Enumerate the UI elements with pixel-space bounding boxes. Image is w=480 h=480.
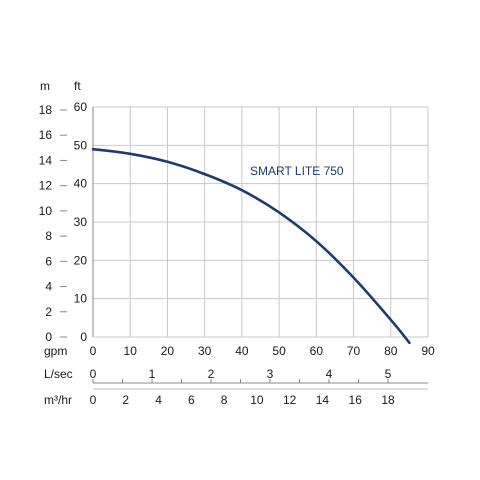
series-group — [91, 147, 411, 345]
ft-tick-label: 60 — [74, 100, 88, 114]
ft-unit-label: ft — [74, 79, 81, 93]
lsec-tick-label: 2 — [208, 367, 215, 381]
gpm-tick-label: 20 — [161, 344, 175, 358]
m-tick-label: 4 — [45, 280, 52, 294]
lsec-tick-label: 4 — [326, 367, 333, 381]
m3hr-tick-label: 12 — [283, 393, 297, 407]
m-tick-label: 18 — [39, 103, 53, 117]
ft-tick-label: 20 — [74, 253, 88, 267]
series-label: SMART LITE 750 — [250, 164, 344, 178]
series-line-smart-lite-750 — [91, 147, 411, 345]
ft-tick-label: 10 — [74, 292, 88, 306]
gpm-tick-label: 30 — [198, 344, 212, 358]
lsec-tick-label: 1 — [149, 367, 156, 381]
gpm-tick-label: 80 — [384, 344, 398, 358]
gpm-unit-label: gpm — [44, 344, 67, 358]
m-tick-label: 10 — [39, 204, 53, 218]
lsec-unit-label: L/sec — [44, 367, 73, 381]
gpm-tick-label: 60 — [310, 344, 324, 358]
m-tick-label: 6 — [45, 254, 52, 268]
ft-tick-label: 30 — [74, 215, 88, 229]
m-unit-label: m — [40, 79, 50, 93]
m3hr-tick-label: 18 — [381, 393, 395, 407]
m3hr-tick-label: 16 — [349, 393, 363, 407]
m-tick-label: 14 — [39, 153, 53, 167]
m3hr-tick-label: 10 — [250, 393, 264, 407]
lsec-tick-label: 3 — [267, 367, 274, 381]
gpm-tick-label: 0 — [90, 344, 97, 358]
gpm-tick-label: 50 — [272, 344, 286, 358]
m3hr-tick-label: 2 — [122, 393, 129, 407]
m3hr-tick-label: 14 — [316, 393, 330, 407]
m3hr-unit-label: m³/hr — [44, 393, 72, 407]
m-tick-label: 2 — [45, 305, 52, 319]
m-tick-label: 8 — [45, 229, 52, 243]
m-tick-label: 12 — [39, 179, 53, 193]
grid-lines — [92, 106, 429, 338]
ft-tick-label: 0 — [80, 330, 87, 344]
gpm-tick-label: 70 — [347, 344, 361, 358]
m3hr-tick-label: 6 — [188, 393, 195, 407]
gpm-tick-label: 40 — [235, 344, 249, 358]
ft-tick-label: 50 — [74, 138, 88, 152]
gpm-tick-label: 90 — [421, 344, 435, 358]
lsec-tick-label: 0 — [90, 367, 97, 381]
axis-lines — [60, 107, 428, 390]
gpm-tick-label: 10 — [124, 344, 138, 358]
lsec-tick-label: 5 — [385, 367, 392, 381]
m-tick-label: 0 — [45, 330, 52, 344]
m-tick-label: 16 — [39, 128, 53, 142]
m3hr-tick-label: 8 — [221, 393, 228, 407]
m3hr-tick-label: 4 — [155, 393, 162, 407]
ft-tick-label: 40 — [74, 177, 88, 191]
m3hr-tick-label: 0 — [90, 393, 97, 407]
